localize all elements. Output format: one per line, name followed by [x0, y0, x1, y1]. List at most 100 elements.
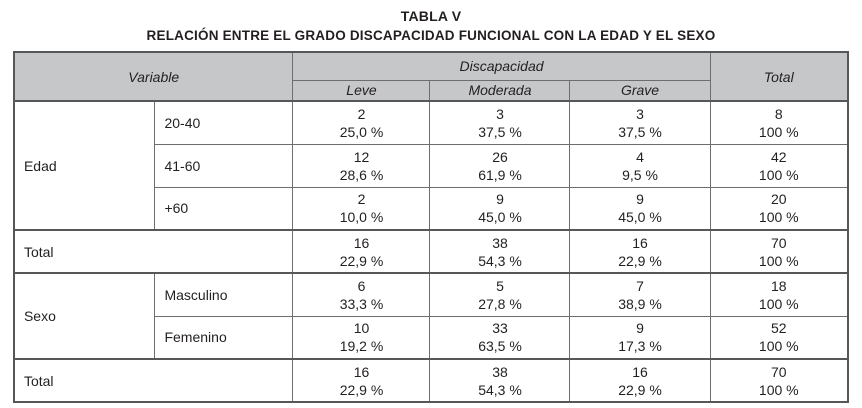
page-title: TABLA V: [400, 8, 462, 24]
percent: 9,5 %: [622, 166, 658, 183]
percent: 100 %: [758, 252, 799, 269]
count: 3: [496, 105, 504, 122]
value-cell-total: 20 100 %: [709, 186, 849, 231]
value-cell-moderada: 5 27,8 %: [429, 272, 571, 317]
percent: 10,0 %: [339, 209, 384, 226]
table-row-total-sexo: Total 16 22,9 % 38 54,3 % 16 22,9 % 70 1…: [13, 358, 849, 403]
value-cell-total: 8 100 %: [709, 100, 849, 145]
page-subtitle: RELACIÓN ENTRE EL GRADO DISCAPACIDAD FUN…: [146, 28, 716, 43]
header-leve: Leve: [292, 79, 431, 102]
percent: 17,3 %: [618, 338, 662, 355]
table-row-edad-60plus: +60 2 10,0 % 9 45,0 % 9 45,0 % 20 100 %: [14, 186, 849, 231]
value-cell-leve: 16 22,9 %: [292, 229, 431, 274]
percent: 22,9 %: [618, 381, 662, 398]
count: 42: [770, 148, 787, 165]
table-header: Variable Discapacidad Total Leve Moderad…: [13, 51, 849, 102]
count: 70: [770, 363, 787, 380]
value-cell-grave: 3 37,5 %: [569, 100, 711, 145]
count: 38: [492, 363, 508, 380]
count: 9: [636, 320, 644, 337]
percent: 37,5 %: [478, 123, 522, 140]
header-row-1: Variable Discapacidad Total: [13, 51, 849, 102]
percent: 19,2 %: [339, 338, 384, 355]
count: 52: [770, 320, 787, 337]
value-cell-total: 70 100 %: [709, 358, 849, 403]
percent: 100 %: [758, 338, 799, 355]
data-table: Variable Discapacidad Total Leve Moderad…: [12, 51, 850, 403]
header-row-2: Leve Moderada Grave: [14, 79, 848, 102]
value-cell-leve: 10 19,2 %: [292, 315, 431, 360]
percent: 37,5 %: [618, 123, 662, 140]
row-label: Femenino: [154, 315, 294, 360]
table-row-sexo-femenino: Femenino 10 19,2 % 33 63,5 % 9 17,3 % 52…: [14, 315, 849, 360]
percent: 100 %: [758, 209, 799, 226]
count: 38: [492, 234, 508, 251]
percent: 45,0 %: [618, 209, 662, 226]
value-cell-total: 70 100 %: [709, 229, 849, 274]
percent: 61,9 %: [478, 166, 522, 183]
percent: 27,8 %: [478, 295, 522, 312]
percent: 28,6 %: [339, 166, 384, 183]
value-cell-leve: 2 10,0 %: [292, 186, 431, 231]
value-cell-moderada: 26 61,9 %: [429, 143, 571, 188]
value-cell-total: 18 100 %: [709, 272, 849, 317]
count: 5: [496, 277, 504, 294]
value-cell-total: 42 100 %: [709, 143, 849, 188]
row-label: Masculino: [154, 272, 294, 317]
count: 2: [357, 105, 366, 122]
count: 12: [353, 148, 370, 165]
percent: 22,9 %: [618, 252, 662, 269]
header-total: Total: [709, 51, 849, 102]
row-label: 41-60: [154, 143, 294, 188]
count: 33: [492, 320, 508, 337]
count: 3: [636, 105, 644, 122]
value-cell-grave: 9 17,3 %: [569, 315, 711, 360]
percent: 100 %: [758, 123, 799, 140]
value-cell-leve: 6 33,3 %: [292, 272, 431, 317]
group-label-sexo: Sexo: [13, 272, 156, 360]
percent: 22,9 %: [339, 252, 384, 269]
value-cell-grave: 4 9,5 %: [569, 143, 711, 188]
count: 16: [353, 363, 370, 380]
count: 70: [770, 234, 787, 251]
group-label-edad: Edad: [13, 100, 156, 231]
percent: 25,0 %: [339, 123, 384, 140]
value-cell-leve: 12 28,6 %: [292, 143, 431, 188]
total-row-label: Total: [13, 229, 294, 274]
count: 16: [632, 234, 648, 251]
value-cell-total: 52 100 %: [709, 315, 849, 360]
table-row-total-edad: Total 16 22,9 % 38 54,3 % 16 22,9 % 70 1…: [13, 229, 849, 274]
percent: 33,3 %: [339, 295, 384, 312]
value-cell-moderada: 3 37,5 %: [429, 100, 571, 145]
count: 20: [770, 191, 787, 208]
count: 8: [774, 105, 783, 122]
header-discapacidad: Discapacidad: [292, 51, 711, 81]
count: 2: [357, 191, 366, 208]
row-label: +60: [154, 186, 294, 231]
header-moderada: Moderada: [429, 79, 571, 102]
value-cell-grave: 16 22,9 %: [569, 358, 711, 403]
value-cell-moderada: 38 54,3 %: [429, 358, 571, 403]
value-cell-moderada: 38 54,3 %: [429, 229, 571, 274]
value-cell-moderada: 33 63,5 %: [429, 315, 571, 360]
row-label: 20-40: [154, 100, 294, 145]
value-cell-grave: 7 38,9 %: [569, 272, 711, 317]
header-grave: Grave: [569, 79, 711, 102]
value-cell-moderada: 9 45,0 %: [429, 186, 571, 231]
value-cell-leve: 16 22,9 %: [292, 358, 431, 403]
value-cell-leve: 2 25,0 %: [292, 100, 431, 145]
count: 16: [353, 234, 370, 251]
count: 26: [492, 148, 508, 165]
percent: 38,9 %: [618, 295, 662, 312]
count: 16: [632, 363, 648, 380]
title-block: TABLA V RELACIÓN ENTRE EL GRADO DISCAPAC…: [0, 7, 862, 45]
percent: 100 %: [758, 166, 799, 183]
table-row-sexo-masculino: Sexo Masculino 6 33,3 % 5 27,8 % 7 38,9 …: [13, 272, 849, 360]
header-variable: Variable: [13, 51, 294, 102]
count: 9: [636, 191, 644, 208]
percent: 63,5 %: [478, 338, 522, 355]
table-row-edad-41-60: 41-60 12 28,6 % 26 61,9 % 4 9,5 % 42 100…: [14, 143, 849, 188]
count: 4: [636, 148, 644, 165]
percent: 45,0 %: [478, 209, 522, 226]
